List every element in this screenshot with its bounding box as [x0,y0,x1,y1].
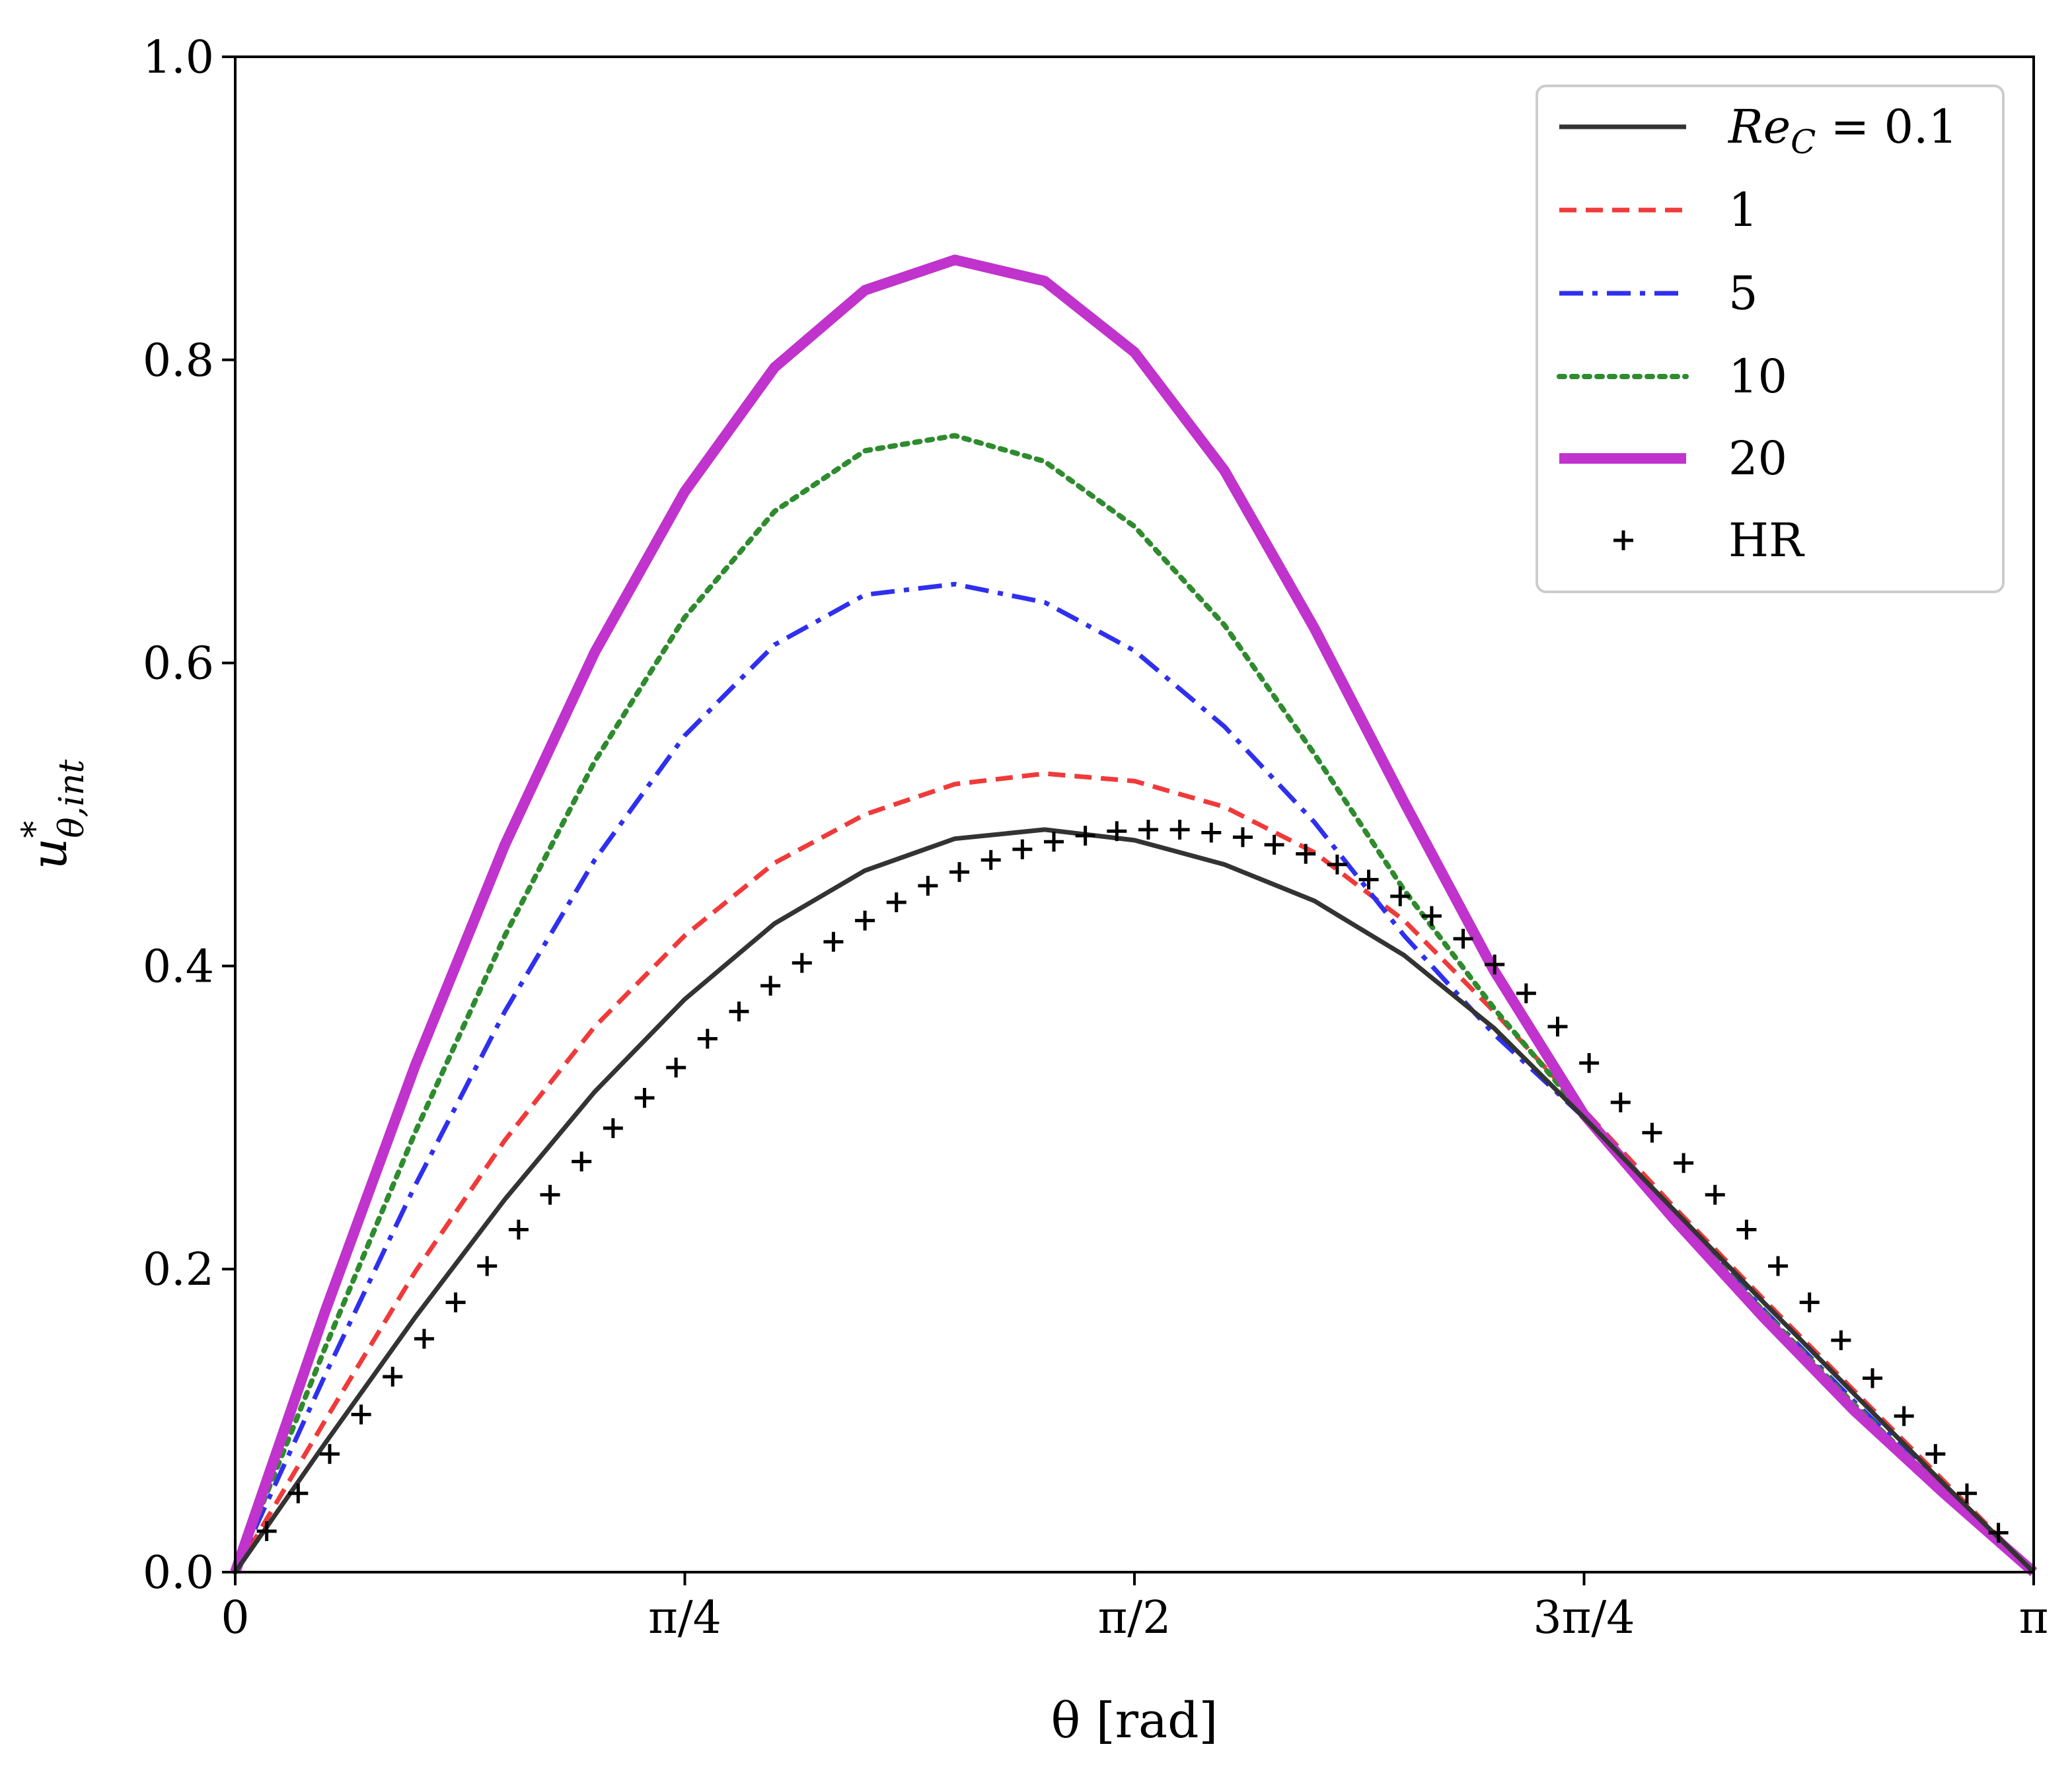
hr-marker [855,910,875,931]
hr-marker [1925,1444,1946,1464]
y-axis-title-sup: * [15,821,55,838]
hr-marker [1390,886,1411,906]
y-axis-title-sub: θ,int [52,760,92,838]
hr-marker [1956,1483,1977,1503]
hr-marker [508,1219,529,1240]
legend-label: 1 [1728,183,1758,237]
x-tick-label: π [2019,1592,2049,1644]
y-axis-title-base: u [21,838,78,870]
hr-marker [1579,1053,1600,1073]
legend-label: ReC = 0.1 [1727,100,1958,161]
y-tick-label: 1.0 [143,32,214,84]
series-line-1 [233,771,2036,1574]
legend-entry: 10 [1557,349,1787,404]
hr-marker [823,931,844,952]
legend-entries: ReC = 0.1 1 5 10 20 HR [1557,100,1958,567]
hr-marker [886,892,906,913]
hr-marker [445,1292,466,1313]
legend-label: 10 [1728,349,1787,404]
y-tick-label: 0.6 [143,638,214,690]
hr-marker [383,1367,403,1387]
hr-marker [697,1028,718,1049]
hr-marker [949,862,970,883]
x-tick-label: 0 [221,1592,249,1644]
hr-marker [1799,1292,1820,1313]
hr-marker [1296,844,1316,864]
hr-marker [540,1184,560,1205]
hr-marker [1736,1219,1757,1240]
hr-marker [414,1328,434,1349]
ticks-layer: 0 π/4 π/2 3π/4 π 0.0 0.2 0.4 0.6 0.8 1.0 [143,32,2049,1644]
hr-marker [1044,832,1064,852]
hr-marker [634,1087,655,1108]
y-tick-label: 0.2 [143,1244,214,1296]
hr-marker [1075,826,1095,846]
hr-marker [1610,1092,1631,1112]
hr-marker [1988,1523,2009,1543]
legend-entry: ReC = 0.1 [1559,100,1958,161]
hr-marker [1264,834,1284,855]
legend-swatch [1613,530,1633,550]
legend-label: 5 [1728,266,1758,320]
series-hr-markers [256,819,2009,1543]
hr-marker [1485,955,1505,975]
series-line-0 [233,827,2036,1574]
legend-label: 20 [1728,431,1787,486]
hr-marker [1358,869,1379,890]
legend: ReC = 0.1 1 5 10 20 HR [1536,85,2005,593]
hr-marker [918,875,938,896]
series-line-3 [233,433,2036,1575]
hr-marker [1201,822,1222,843]
hr-marker [256,1521,277,1542]
series-line-4 [230,254,2038,1577]
hr-marker [1012,839,1033,859]
hr-marker [1516,983,1536,1003]
hr-marker [1232,827,1253,847]
hr-marker [1674,1153,1694,1173]
x-axis-title: θ [rad] [1051,1692,1218,1749]
hr-marker [760,976,781,996]
hr-marker [1642,1122,1662,1143]
hr-marker [1327,854,1347,875]
series-layer [230,254,2038,1577]
y-tick-label: 0.4 [143,941,214,993]
legend-entry: HR [1613,513,1805,567]
hr-marker [477,1256,498,1276]
legend-entry: 1 [1559,183,1758,237]
y-axis-title: u*θ,int [15,760,92,870]
hr-marker [666,1058,686,1078]
x-tick-label: π/2 [1098,1592,1171,1644]
series-line-2 [233,581,2036,1574]
hr-marker [729,1001,749,1022]
hr-marker [1863,1368,1883,1388]
hr-marker [319,1444,340,1464]
y-tick-label: 0.0 [143,1547,214,1599]
y-tick-label: 0.8 [143,335,214,387]
hr-marker [288,1483,309,1503]
hr-marker [572,1151,592,1172]
hr-marker [1768,1256,1789,1276]
x-tick-label: π/4 [648,1592,722,1644]
legend-entry: 20 [1559,431,1787,486]
hr-marker [1831,1330,1851,1351]
hr-marker [1169,819,1190,840]
x-tick-label: 3π/4 [1533,1592,1635,1644]
hr-marker [603,1118,623,1138]
hr-marker [980,849,1001,870]
hr-marker [1138,819,1158,840]
hr-marker [1894,1406,1914,1426]
hr-marker [1453,929,1473,949]
hr-marker [792,953,812,973]
hr-marker [351,1404,371,1425]
legend-label: HR [1728,513,1805,567]
hr-marker [1547,1017,1568,1037]
hr-marker [1107,821,1127,842]
hr-marker [1705,1184,1725,1205]
legend-entry: 5 [1559,266,1758,320]
hr-marker [1421,906,1442,926]
